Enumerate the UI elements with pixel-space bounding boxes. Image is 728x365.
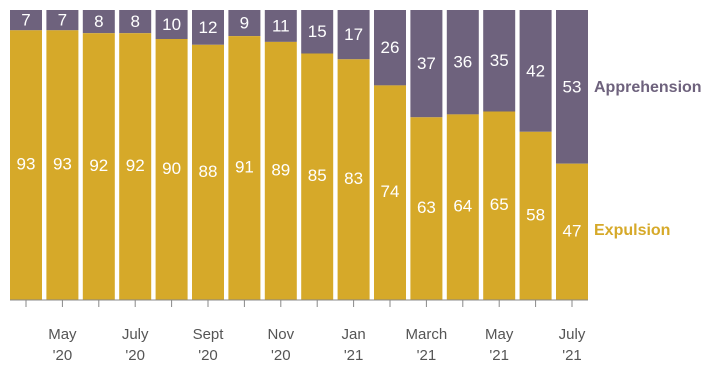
bar-expulsion: [82, 33, 115, 300]
x-tick-label-month: Jan: [342, 326, 366, 343]
value-label-expulsion: 93: [53, 155, 72, 174]
x-tick-label-year: '20: [53, 347, 73, 364]
value-label-apprehension: 10: [162, 15, 181, 34]
value-label-apprehension: 7: [58, 11, 67, 30]
bar-expulsion: [374, 85, 406, 301]
value-label-apprehension: 9: [240, 14, 249, 33]
value-label-apprehension: 8: [130, 12, 139, 31]
value-label-expulsion: 85: [308, 166, 327, 185]
bar-apprehension: [228, 10, 261, 37]
value-label-expulsion: 65: [490, 195, 509, 214]
bar-expulsion: [556, 163, 588, 300]
value-label-expulsion: 58: [526, 205, 545, 224]
bar-apprehension: [374, 10, 406, 86]
x-tick-label-year: '20: [125, 347, 145, 364]
series-label-expulsion: Expulsion: [594, 222, 670, 239]
value-label-apprehension: 36: [453, 53, 472, 72]
value-label-apprehension: 11: [272, 16, 290, 35]
x-tick-label-year: '20: [271, 347, 291, 364]
bars-group: 7 93 7 93 8 92 8 92 10 90 12 88 9 91 11 89 15 85 17 83 26 74 3…: [10, 10, 588, 301]
value-label-apprehension: 7: [21, 11, 30, 30]
x-tick-label-month: July: [559, 326, 586, 343]
value-label-expulsion: 90: [162, 159, 181, 178]
bar-apprehension: [337, 10, 370, 60]
bar-expulsion: [46, 30, 79, 301]
value-label-apprehension: 35: [490, 51, 509, 70]
bar-expulsion: [228, 36, 261, 300]
value-label-apprehension: 15: [308, 22, 327, 41]
bar-apprehension: [155, 10, 188, 39]
value-label-expulsion: 91: [235, 158, 254, 177]
bar-apprehension: [264, 10, 297, 42]
x-tick-label-year: '21: [344, 347, 364, 364]
value-label-apprehension: 17: [344, 25, 363, 44]
series-label-apprehension: Apprehension: [594, 79, 702, 96]
bar-apprehension: [483, 10, 516, 112]
bar-apprehension: [82, 10, 115, 34]
x-tick-label-year: '20: [198, 347, 218, 364]
value-label-expulsion: 83: [344, 169, 363, 188]
value-label-apprehension: 37: [417, 54, 436, 73]
value-label-apprehension: 26: [381, 38, 400, 57]
bar-apprehension: [192, 10, 224, 45]
bar-apprehension: [446, 10, 479, 115]
value-label-expulsion: 92: [89, 156, 108, 175]
bar-expulsion: [119, 33, 152, 300]
bar-expulsion: [192, 44, 224, 300]
bar-expulsion: [483, 111, 516, 300]
bar-apprehension: [119, 10, 152, 34]
bar-expulsion: [410, 117, 443, 300]
x-tick-label-year: '21: [562, 347, 582, 364]
value-label-expulsion: 88: [199, 162, 218, 181]
value-label-apprehension: 12: [199, 18, 218, 37]
value-label-expulsion: 92: [126, 156, 145, 175]
bar-apprehension: [410, 10, 443, 118]
value-label-expulsion: 89: [271, 160, 290, 179]
bar-expulsion: [155, 39, 188, 300]
x-tick-label-month: July: [122, 326, 149, 343]
x-tick-label-month: May: [48, 326, 77, 343]
x-tick-label-month: Nov: [267, 326, 294, 343]
bar-expulsion: [446, 114, 479, 301]
bar-apprehension: [46, 10, 79, 31]
bar-expulsion: [337, 59, 370, 300]
x-tick-label-month: March: [406, 326, 448, 343]
value-label-expulsion: 47: [563, 221, 582, 240]
value-label-expulsion: 64: [453, 197, 472, 216]
x-tick-label-month: Sept: [193, 326, 225, 343]
value-label-expulsion: 63: [417, 198, 436, 217]
x-tick-label-year: '21: [417, 347, 437, 364]
x-axis-ticks: [25, 300, 573, 307]
value-label-apprehension: 8: [94, 12, 103, 31]
x-tick-label-year: '21: [489, 347, 509, 364]
value-label-apprehension: 42: [526, 61, 545, 80]
bar-expulsion: [10, 30, 42, 301]
bar-expulsion: [519, 131, 552, 300]
value-label-expulsion: 74: [381, 182, 400, 201]
bar-expulsion: [301, 53, 334, 300]
x-axis-tick-labels: May '20 July '20 Sept '20 Nov '20 Jan '21 March '21…: [48, 326, 586, 364]
value-label-expulsion: 93: [17, 155, 36, 174]
bar-apprehension: [556, 10, 588, 164]
x-tick-label-month: May: [485, 326, 514, 343]
bar-apprehension: [10, 10, 42, 31]
bar-apprehension: [519, 10, 552, 132]
bar-expulsion: [264, 41, 297, 301]
bar-apprehension: [301, 10, 334, 54]
value-label-apprehension: 53: [563, 77, 582, 96]
